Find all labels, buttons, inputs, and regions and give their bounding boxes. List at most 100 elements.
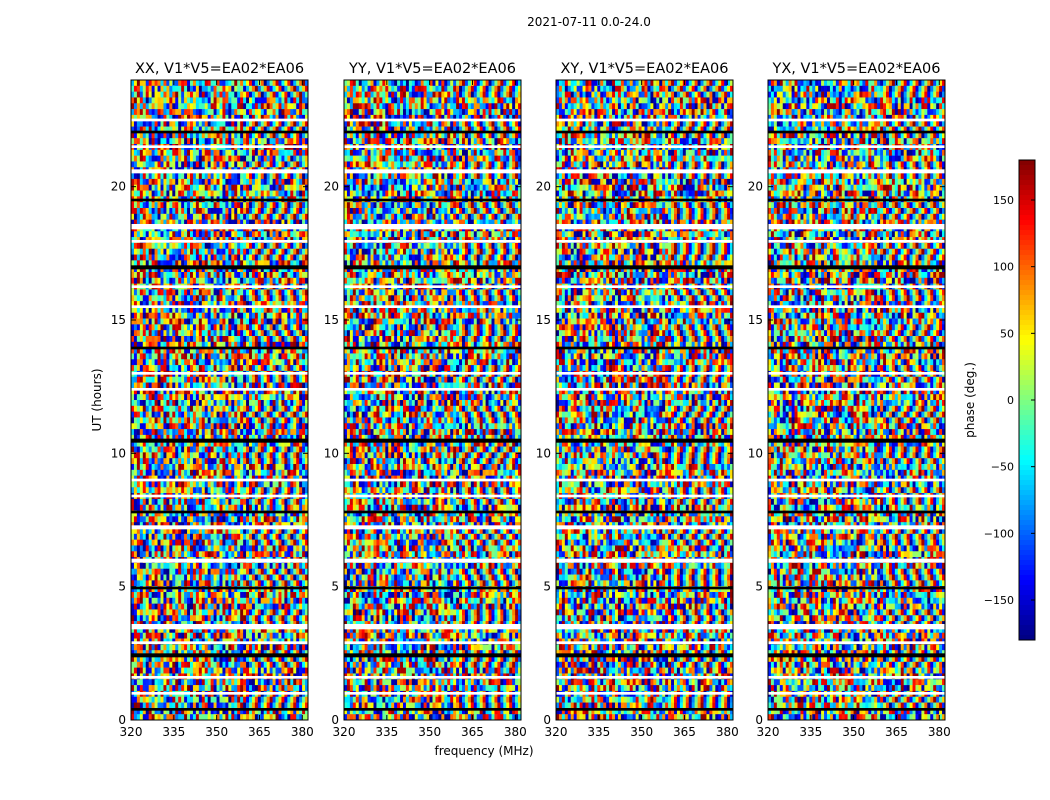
colorbar-segment [1019, 265, 1035, 271]
heatmap-xx [131, 80, 308, 720]
colorbar-segment [1019, 430, 1035, 436]
colorbar-segment [1019, 475, 1035, 481]
flagged-band [768, 285, 945, 288]
flagged-band [768, 372, 945, 375]
x-tick-label: 350 [630, 725, 653, 739]
flagged-band [344, 586, 521, 590]
colorbar-segment [1019, 335, 1035, 341]
flagged-band [344, 305, 521, 308]
x-tick-label: 380 [291, 725, 314, 739]
flagged-band [556, 305, 733, 308]
colorbar-segment [1019, 455, 1035, 461]
colorbar-segment [1019, 250, 1035, 256]
colorbar-tick-label: −150 [984, 594, 1014, 607]
colorbar-segment [1019, 320, 1035, 326]
flagged-band [344, 494, 521, 498]
colorbar-tick-label: 50 [1000, 327, 1014, 340]
flagged-band [131, 478, 308, 482]
colorbar-label: phase (deg.) [963, 362, 977, 438]
flagged-band [768, 265, 945, 270]
colorbar-segment [1019, 310, 1035, 316]
colorbar-segment [1019, 390, 1035, 396]
colorbar-segment [1019, 260, 1035, 266]
flagged-band [768, 676, 945, 679]
colorbar: −150 −100 −50 0 50 100 150 [984, 159, 1036, 641]
flagged-band [556, 641, 733, 644]
flagged-band [768, 708, 945, 711]
colorbar-segment [1019, 330, 1035, 336]
flagged-band [556, 372, 733, 375]
flagged-band [344, 118, 521, 122]
colorbar-segment [1019, 160, 1035, 166]
y-tick-label: 5 [118, 580, 126, 594]
y-tick-label: 20 [324, 180, 339, 194]
flagged-band [344, 198, 521, 202]
flagged-band [344, 692, 521, 695]
colorbar-segment [1019, 165, 1035, 171]
colorbar-segment [1019, 535, 1035, 541]
flagged-band [131, 558, 308, 563]
y-tick-label: 10 [748, 446, 763, 460]
colorbar-segment [1019, 340, 1035, 346]
flagged-band [131, 224, 308, 230]
colorbar-segment [1019, 280, 1035, 286]
x-tick-label: 320 [333, 725, 356, 739]
colorbar-tick-label: 150 [993, 194, 1014, 207]
colorbar-segment [1019, 435, 1035, 441]
y-tick-label: 0 [118, 713, 126, 727]
flagged-band [131, 692, 308, 695]
flagged-band [768, 586, 945, 590]
flagged-band [556, 692, 733, 695]
colorbar-segment [1019, 275, 1035, 281]
flagged-band [556, 388, 733, 391]
flagged-band [131, 305, 308, 308]
colorbar-segment [1019, 355, 1035, 361]
colorbar-segment [1019, 205, 1035, 211]
flagged-band [556, 558, 733, 563]
panel-title: YY, V1*V5=EA02*EA06 [348, 61, 516, 77]
colorbar-segment [1019, 625, 1035, 631]
colorbar-segment [1019, 270, 1035, 276]
x-tick-label: 320 [120, 725, 143, 739]
panel-title: XY, V1*V5=EA02*EA06 [560, 61, 728, 77]
flagged-band [768, 478, 945, 482]
flagged-band [556, 510, 733, 514]
flagged-band [131, 708, 308, 711]
panels-group: XX, V1*V5=EA02*EA06 320 335 350 365 380 0 5 10 15… [111, 61, 951, 739]
y-axis-label: UT (hours) [90, 368, 104, 431]
flagged-band [768, 494, 945, 498]
x-tick-label: 335 [799, 725, 822, 739]
flagged-band [768, 305, 945, 308]
x-tick-label: 350 [418, 725, 441, 739]
colorbar-segment [1019, 190, 1035, 196]
flagged-band [556, 285, 733, 288]
flagged-band [131, 240, 308, 243]
colorbar-segment [1019, 175, 1035, 181]
flagged-band [768, 240, 945, 243]
flagged-band [768, 118, 945, 122]
colorbar-segment [1019, 360, 1035, 366]
colorbar-segment [1019, 180, 1035, 186]
flagged-band [131, 265, 308, 270]
colorbar-segment [1019, 400, 1035, 406]
flagged-band [556, 586, 733, 590]
flagged-band [768, 525, 945, 530]
heatmap-yx [768, 80, 945, 720]
flagged-band [131, 624, 308, 630]
colorbar-segment [1019, 515, 1035, 521]
flagged-band [344, 708, 521, 711]
colorbar-segment [1019, 410, 1035, 416]
flagged-band [768, 198, 945, 202]
colorbar-segment [1019, 425, 1035, 431]
colorbar-segment [1019, 565, 1035, 571]
y-tick-label: 15 [536, 313, 551, 327]
flagged-band [344, 653, 521, 658]
colorbar-segment [1019, 315, 1035, 321]
y-tick-label: 15 [324, 313, 339, 327]
colorbar-segment [1019, 500, 1035, 506]
colorbar-segment [1019, 420, 1035, 426]
flagged-band [768, 130, 945, 134]
flagged-band [344, 169, 521, 174]
figure-suptitle: 2021-07-11 0.0-24.0 [527, 15, 651, 29]
colorbar-segment [1019, 445, 1035, 451]
